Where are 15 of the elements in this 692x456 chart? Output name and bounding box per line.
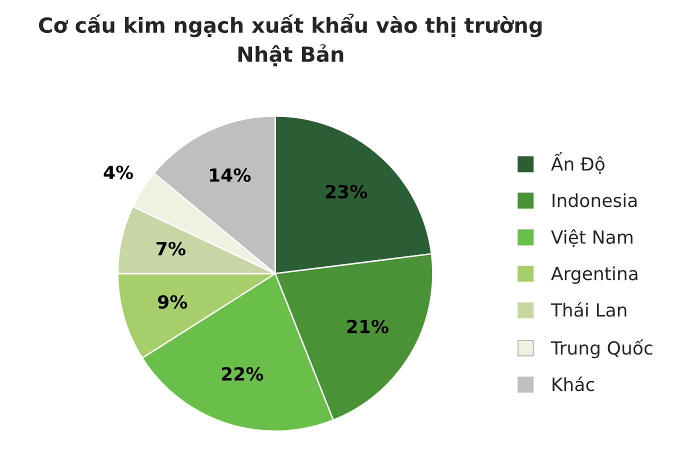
legend-label: Ấn Độ <box>551 152 604 174</box>
data-label: 23% <box>326 184 368 198</box>
data-label: 9% <box>158 295 188 309</box>
legend-label: Argentina <box>551 266 638 284</box>
chart-title: Cơ cấu kim ngạch xuất khẩu vào thị trường Nhật Bản <box>38 14 542 66</box>
legend-label: Khác <box>552 376 594 392</box>
legend-label: Thái Lan <box>550 302 626 317</box>
data-label: 7% <box>156 242 186 256</box>
legend-label: Trung Quốc <box>550 339 652 358</box>
data-label: 4% <box>104 166 134 180</box>
data-label: 14% <box>210 168 251 182</box>
legend-label: Việt Nam <box>551 229 632 247</box>
legend-label: Indonesia <box>552 193 637 208</box>
data-label: 21% <box>347 320 388 334</box>
data-label: 22% <box>222 367 264 381</box>
